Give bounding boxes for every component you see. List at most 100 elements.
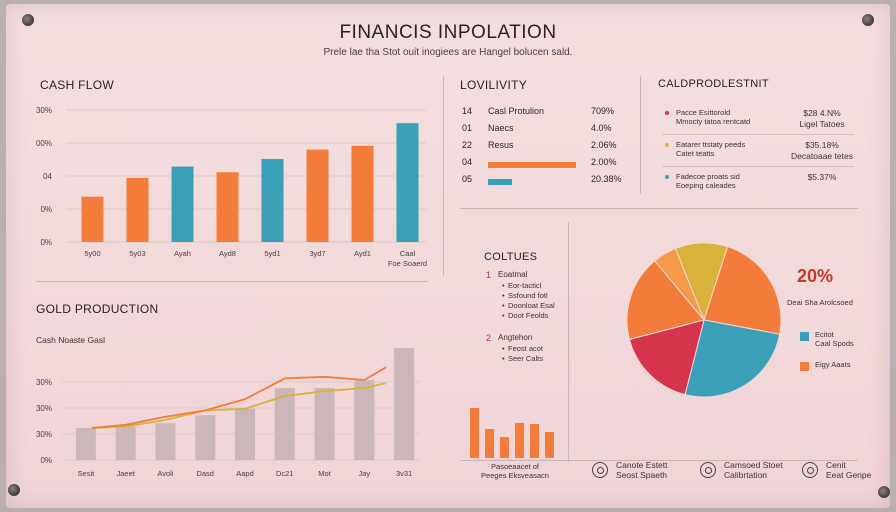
y-tick-label: 0% (40, 456, 52, 465)
liquidity-row-label: Casl Protulion (488, 106, 545, 116)
divider (568, 222, 569, 462)
bar (530, 424, 539, 458)
gold-dist-text: Pacce Esittorold Mmocty tatoa rentcatd (676, 108, 751, 126)
bar (75, 428, 96, 460)
liquidity-row-num: 05 (462, 174, 473, 184)
pie-annotation-text: Deai Sha Arolcsoed (787, 298, 853, 307)
x-tick-label: Jaeet (116, 469, 135, 478)
footer-item-text: Cenit Eeat Genpe (826, 460, 872, 480)
gold-dist-title: CALDPRODLESTNIT (658, 78, 769, 90)
legend-swatch (800, 332, 809, 341)
bar (115, 426, 136, 460)
bar (354, 380, 375, 460)
liquidity-row-num: 14 (462, 106, 473, 116)
bullet-icon: • (502, 354, 505, 363)
bar (306, 149, 329, 242)
divider (640, 76, 641, 194)
series-line (91, 366, 387, 429)
pie-slice (628, 319, 705, 396)
liquidity-row-value: 20.38% (591, 174, 622, 184)
y-tick-label: 30% (36, 106, 52, 115)
y-tick-label: 00% (36, 139, 52, 148)
x-tick-label: Sesit (78, 469, 96, 478)
bar (515, 423, 524, 458)
legend-swatch (800, 362, 809, 371)
liquidity-row-value: 4.0% (591, 123, 612, 133)
x-tick-label: Avoli (157, 469, 173, 478)
bar (81, 196, 104, 242)
y-tick-label: 0% (40, 205, 52, 214)
bar (216, 172, 239, 242)
bullet-icon: • (502, 344, 505, 353)
mini-chart-caption: Pasoeaacet of Peeges Eksveasacn (481, 462, 549, 480)
gear-icon (802, 462, 818, 478)
x-tick-label: Dc21 (276, 469, 294, 478)
liquidity-bar (488, 162, 576, 168)
pie-slice (654, 247, 705, 321)
bullet-dot-icon (665, 175, 669, 179)
liquidity-row-num: 04 (462, 157, 473, 167)
gold-dist-value: $5.37% (807, 172, 837, 182)
x-tick-label: Mot (318, 469, 331, 478)
liquidity-row-num: 22 (462, 140, 473, 150)
gold-dist-text: Fadecoe proats sid Eoeping caleades (676, 172, 740, 190)
bar (274, 388, 295, 460)
cultures-group-num: 2 (486, 333, 492, 343)
liquidity-row-num: 01 (462, 123, 473, 133)
legend-label: Eigy Aaats (815, 360, 851, 369)
divider (443, 76, 444, 276)
x-tick-label: 5yd1 (264, 249, 280, 258)
pie-slice (703, 246, 782, 335)
footer-item-text: Camsoed Stoet Calibrtation (724, 460, 783, 480)
x-tick-label: Ayd8 (219, 249, 236, 258)
x-tick-label: Ayah (174, 249, 191, 258)
cultures-item: Ssfound fotl (508, 291, 548, 300)
divider (36, 281, 428, 282)
cultures-title: COLTUES (484, 251, 538, 263)
liquidity-row-label: Naecs (488, 123, 514, 133)
gold-dist-value: $35.18% Decatoaae tetes (791, 140, 853, 161)
page-subtitle: Prele lae tha Stot ouit inogiees are Han… (323, 47, 573, 58)
x-tick-label: Dasd (196, 469, 214, 478)
gold-production-chart: 0% 30% 30% 30% Sesit Jaeet Avoli Dasd Aapd Dc21 Mo… (36, 348, 420, 478)
gold-dist-value: $28 4.N% Ligel Tatoes (799, 108, 845, 129)
x-tick-label: Ayd1 (354, 249, 371, 258)
bar (261, 159, 284, 242)
cultures-item: Eor-tacticl (508, 281, 542, 290)
liquidity-row-label: Resus (488, 140, 514, 150)
legend-label: Ecitot Caal Spods (815, 330, 854, 348)
gold-production-subtitle: Cash Noaste Gasl (36, 335, 105, 345)
y-tick-label: 30% (36, 404, 52, 413)
cultures-group-head: Eoatmal (498, 270, 528, 279)
liquidity-bar (488, 179, 512, 185)
x-tick-label: Jay (358, 469, 370, 478)
bar (171, 166, 194, 242)
pin-icon (878, 486, 890, 498)
gold-production-title: GOLD PRODUCTION (36, 302, 159, 316)
liquidity-title: LOVILIVITY (460, 78, 528, 92)
y-tick-label: 30% (36, 378, 52, 387)
liquidity-row-value: 2.00% (591, 157, 617, 167)
bar (396, 123, 419, 242)
bullet-icon: • (502, 291, 505, 300)
x-tick-label: Aapd (236, 469, 254, 478)
y-tick-label: 30% (36, 430, 52, 439)
pin-icon (862, 14, 874, 26)
divider (460, 208, 858, 209)
cycle-icon (700, 462, 716, 478)
x-tick-label: Foe Soaerd (388, 259, 427, 268)
x-tick-label: 5y03 (129, 249, 145, 258)
bullet-icon: • (502, 311, 505, 320)
cultures-item: Seer Calts (508, 354, 544, 363)
pin-icon (8, 484, 20, 496)
bar (155, 423, 176, 460)
pie-chart (626, 242, 782, 398)
cultures-group-num: 1 (486, 270, 492, 280)
cultures-item: Feost acot (508, 344, 544, 353)
x-tick-label: 3yd7 (309, 249, 325, 258)
dashboard-board: FINANCIS INPOLATION Prele lae tha Stot o… (6, 4, 890, 508)
gold-dist-text: Eatarer ttstaty peeds Catet teatts (676, 140, 746, 158)
bar (351, 145, 374, 242)
divider (460, 460, 858, 461)
bar (545, 432, 554, 458)
